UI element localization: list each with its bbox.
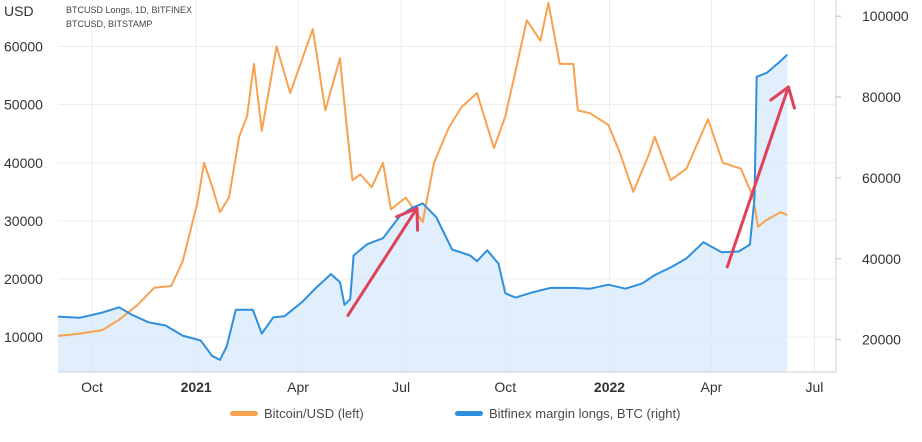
right-axis-ticks: 20000 40000 60000 80000 100000 — [836, 8, 909, 348]
annotation-arrow-shaft-1 — [346, 206, 419, 317]
x-tick-label: Oct — [81, 379, 103, 395]
x-axis-ticks: Oct 2021 Apr Jul Oct 2022 Apr Jul — [81, 379, 823, 395]
x-tick-label: 2021 — [181, 379, 212, 395]
legend-swatch-bitcoin — [230, 411, 258, 416]
right-tick-label: 80000 — [862, 89, 901, 105]
right-tick-label: 40000 — [862, 251, 901, 267]
legend-swatch-margin-longs — [455, 411, 483, 416]
left-tick-label: 60000 — [4, 39, 43, 55]
annotation-arrow-head-2 — [769, 85, 796, 110]
right-tick-label: 100000 — [862, 8, 909, 24]
left-tick-label: 50000 — [4, 97, 43, 113]
legend: Bitcoin/USD (left) Bitfinex margin longs… — [0, 400, 922, 430]
left-axis-ticks: 10000 20000 30000 40000 50000 60000 — [4, 39, 43, 346]
legend-label-margin-longs: Bitfinex margin longs, BTC (right) — [489, 406, 681, 421]
x-tick-label: Jul — [392, 379, 410, 395]
annotation-arrow-head-1 — [395, 206, 420, 232]
right-tick-label: 60000 — [862, 170, 901, 186]
x-tick-label: Oct — [494, 379, 516, 395]
legend-item-margin-longs: Bitfinex margin longs, BTC (right) — [455, 406, 680, 421]
annotation-layer — [346, 85, 796, 317]
left-tick-label: 10000 — [4, 329, 43, 345]
header-series-line-2: BTCUSD, BITSTAMP — [66, 19, 152, 29]
x-tick-label: Apr — [287, 379, 309, 395]
right-tick-label: 20000 — [862, 332, 901, 348]
x-tick-label: Apr — [701, 379, 723, 395]
annotation-arrow-shaft-2 — [725, 85, 790, 269]
legend-item-bitcoin: Bitcoin/USD (left) — [230, 406, 364, 421]
legend-label-bitcoin: Bitcoin/USD (left) — [264, 406, 364, 421]
x-tick-label: 2022 — [594, 379, 625, 395]
fill-layer — [58, 54, 788, 372]
header-series-line-1: BTCUSD Longs, 1D, BITFINEX — [66, 5, 192, 15]
left-tick-label: 30000 — [4, 213, 43, 229]
series-line-margin-longs — [57, 53, 788, 361]
left-tick-label: 40000 — [4, 155, 43, 171]
left-tick-label: 20000 — [4, 271, 43, 287]
unit-label: USD — [4, 3, 34, 19]
x-tick-label: Jul — [806, 379, 824, 395]
series-area-margin-longs — [58, 54, 788, 372]
